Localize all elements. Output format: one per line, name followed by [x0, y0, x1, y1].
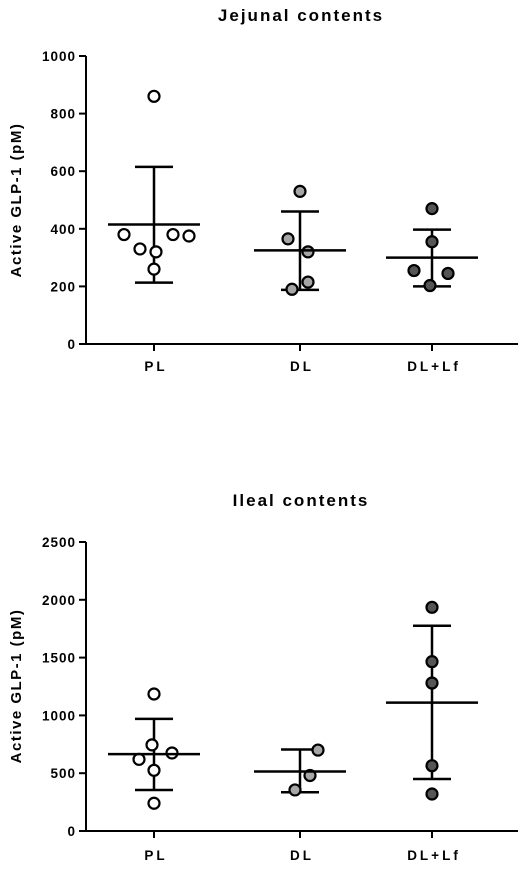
y-tick-label: 2000 [42, 593, 76, 608]
y-tick-label: 600 [50, 164, 76, 179]
y-tick-label: 500 [50, 766, 76, 781]
y-tick-label: 0 [67, 337, 76, 352]
data-point [149, 245, 163, 259]
data-point [301, 275, 315, 289]
x-tick-label: DL [290, 359, 314, 374]
data-point [182, 229, 196, 243]
y-axis-label: Active GLP-1 (pM) [8, 123, 25, 278]
jejunal-chart: Jejunal contents Active GLP-1 (pM) 0 200 4… [8, 6, 518, 374]
x-tick-label: DL+Lf [407, 848, 461, 863]
ileal-chart-svg: Ileal contents Active GLP-1 (pM) 0 500 100… [8, 491, 518, 863]
data-point [147, 262, 161, 276]
data-point [166, 227, 180, 242]
data-point [425, 655, 439, 669]
data-point [293, 184, 307, 198]
y-tick-label: 0 [67, 824, 76, 839]
ileal-chart: Ileal contents Active GLP-1 (pM) 0 500 100… [0, 435, 529, 870]
data-point [425, 676, 439, 690]
data-point [147, 763, 161, 777]
data-point [425, 235, 439, 249]
data-point [425, 600, 439, 614]
data-point [425, 787, 439, 801]
y-tick-label: 2500 [42, 535, 76, 550]
x-tick-label: DL+Lf [407, 359, 461, 374]
chart-title: Ileal contents [233, 491, 370, 510]
data-point [145, 738, 159, 752]
data-point [147, 796, 161, 810]
data-point [133, 242, 147, 256]
data-point [281, 232, 295, 246]
data-point [425, 759, 439, 773]
y-tick-label: 1000 [42, 708, 76, 723]
data-point [117, 227, 131, 242]
x-tick-label: DL [290, 848, 314, 863]
data-point [288, 783, 302, 797]
data-point [423, 278, 437, 293]
x-tick-label: PL [144, 359, 167, 374]
y-tick-label: 200 [50, 279, 76, 294]
y-axis-label: Active GLP-1 (pM) [8, 609, 25, 764]
y-tick-label: 1500 [42, 651, 76, 666]
data-point [301, 245, 315, 259]
chart-title: Jejunal contents [218, 6, 384, 25]
jejunal-chart-svg: Jejunal contents Active GLP-1 (pM) 0 200 4… [8, 6, 518, 374]
data-point [441, 266, 455, 281]
y-tick-label: 400 [50, 222, 76, 237]
data-point [311, 743, 325, 757]
y-tick-label: 800 [50, 107, 76, 122]
data-point [285, 282, 299, 296]
data-point [407, 263, 421, 278]
data-point [425, 202, 439, 216]
data-point [303, 768, 317, 783]
y-tick-label: 1000 [42, 49, 76, 64]
data-point [147, 687, 161, 701]
data-point [132, 752, 146, 766]
data-point [147, 89, 161, 103]
x-tick-label: PL [144, 848, 167, 863]
